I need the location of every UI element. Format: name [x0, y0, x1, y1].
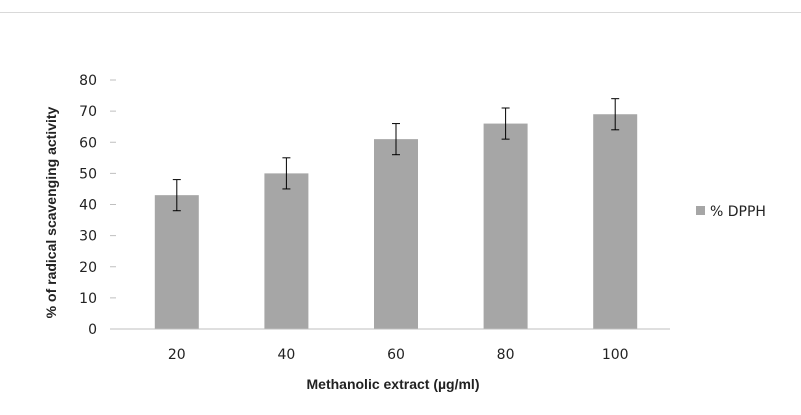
y-tick-label: 70: [79, 104, 97, 120]
bar: [593, 114, 638, 329]
y-tick-label: 0: [88, 322, 97, 338]
bars: [154, 114, 638, 329]
x-axis-ticks: 20 40 60 80 100: [168, 347, 629, 363]
x-tick-label: 60: [387, 347, 405, 363]
legend-label: % DPPH: [710, 204, 766, 220]
x-tick-label: 20: [168, 347, 186, 363]
x-axis-title: Methanolic extract (µg/ml): [307, 376, 480, 392]
error-bars: [172, 98, 620, 212]
legend: % DPPH: [696, 204, 766, 220]
y-tick-label: 50: [79, 166, 97, 182]
bar: [264, 173, 309, 329]
legend-swatch: [696, 206, 705, 215]
y-axis-title: % of radical scavenging activity: [43, 106, 59, 318]
x-tick-label: 100: [602, 347, 629, 363]
x-tick-label: 40: [277, 347, 295, 363]
y-axis-ticks: 0 10 20 30 40 50 60 70 80: [79, 73, 116, 338]
y-tick-label: 80: [79, 73, 97, 89]
y-tick-label: 10: [79, 291, 97, 307]
y-tick-label: 20: [79, 260, 97, 276]
y-tick-label: 40: [79, 198, 97, 214]
bar: [374, 139, 418, 329]
top-divider: [0, 12, 801, 13]
x-tick-label: 80: [497, 347, 515, 363]
bar: [483, 123, 528, 329]
y-tick-label: 60: [79, 135, 97, 151]
y-tick-label: 30: [79, 229, 97, 245]
bar: [154, 195, 199, 329]
